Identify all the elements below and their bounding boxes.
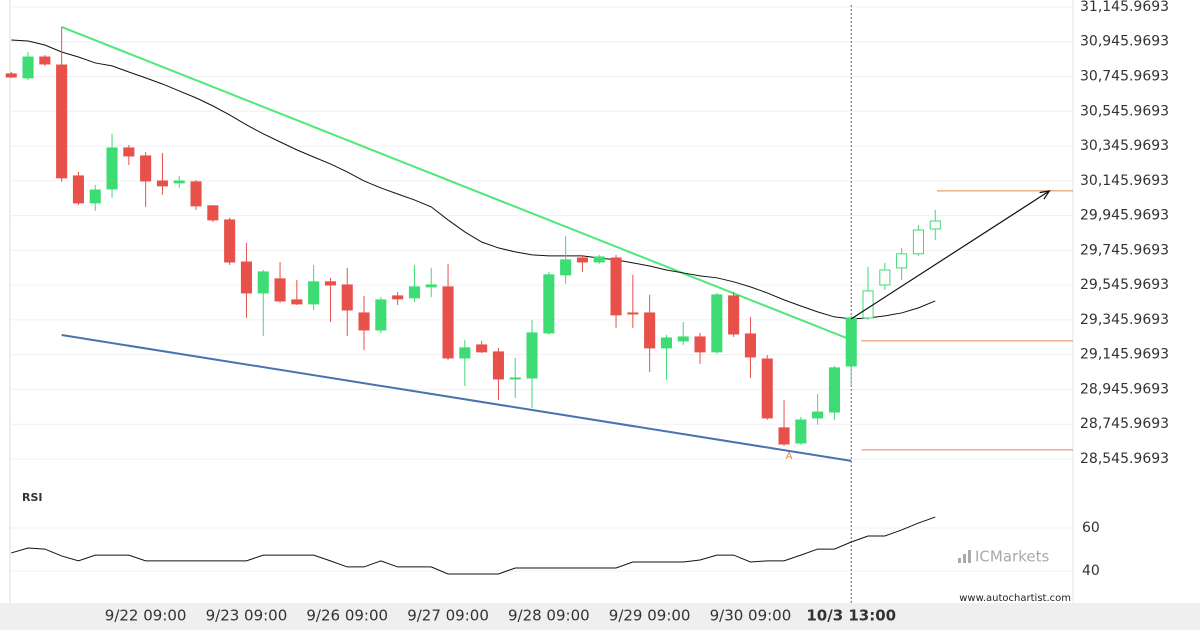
candle-body (291, 299, 303, 305)
x-tick-label: 9/26 09:00 (306, 607, 388, 625)
candle-body (543, 274, 555, 334)
candle-body (106, 147, 118, 190)
y-tick-label: 29,545.9693 (1080, 277, 1169, 293)
candle-body (778, 427, 790, 445)
candle-body (425, 284, 437, 288)
trend-line (61, 334, 852, 462)
y-tick-label: 30,345.9693 (1080, 138, 1169, 154)
candle-body (862, 290, 874, 319)
candle-body (408, 286, 420, 299)
candle-body (912, 229, 924, 255)
candle-body (56, 64, 68, 179)
brand-logo (958, 550, 971, 563)
rsi-tick-label: 40 (1082, 563, 1100, 579)
candle-body (828, 367, 840, 413)
candle-body (324, 281, 336, 286)
x-tick-label: 9/22 09:00 (105, 607, 187, 625)
candle-body (173, 180, 185, 184)
arrow-head (1039, 190, 1051, 200)
y-tick-label: 30,945.9693 (1080, 34, 1169, 50)
candle-body (660, 337, 672, 349)
candle-body (22, 56, 34, 79)
candle-body (274, 278, 286, 302)
x-axis-band (0, 603, 1200, 630)
y-tick-label: 30,545.9693 (1080, 103, 1169, 119)
candle-body (156, 180, 168, 187)
y-tick-label: 28,945.9693 (1080, 381, 1169, 397)
candle-body (593, 256, 605, 263)
candle-body (509, 377, 521, 380)
candle-body (610, 257, 622, 316)
x-tick-label: 9/29 09:00 (609, 607, 691, 625)
candle-body (929, 220, 941, 230)
candle-body (526, 332, 538, 379)
y-tick-label: 30,145.9693 (1080, 173, 1169, 189)
rsi-tick-label: 60 (1082, 520, 1100, 536)
candle-body (879, 269, 891, 286)
candle-body (711, 294, 723, 353)
candle-body (341, 284, 353, 311)
y-tick-label: 29,745.9693 (1080, 242, 1169, 258)
candle-body (576, 257, 588, 263)
y-tick-label: 29,945.9693 (1080, 208, 1169, 224)
candle-body (812, 411, 824, 419)
pattern-marker: A (786, 451, 793, 462)
candle-body (459, 347, 471, 359)
candle-body (375, 299, 387, 331)
rsi-line (11, 516, 936, 575)
y-tick-label: 29,145.9693 (1080, 347, 1169, 363)
candle-body (89, 189, 101, 204)
y-tick-label: 30,745.9693 (1080, 68, 1169, 84)
candle-body (123, 147, 135, 157)
candle-body (39, 56, 51, 65)
candle-body (627, 312, 639, 315)
candle-body (358, 312, 370, 331)
candle-body (207, 205, 219, 221)
trend-line (61, 26, 852, 341)
y-tick-label: 29,345.9693 (1080, 312, 1169, 328)
candle-body (308, 281, 320, 305)
candle-body (560, 259, 572, 276)
y-tick-label: 28,545.9693 (1080, 451, 1169, 467)
candle-body (72, 175, 84, 204)
candle-body (761, 358, 773, 419)
rsi-label: RSI (22, 491, 43, 504)
candle-body (224, 219, 236, 263)
candle-body (5, 73, 17, 78)
x-tick-label: 9/27 09:00 (407, 607, 489, 625)
candle-body (257, 271, 269, 294)
candle-body (896, 253, 908, 269)
candle-body (492, 351, 504, 380)
candle-body (476, 344, 488, 353)
candle-body (140, 155, 152, 182)
x-tick-label: 10/3 13:00 (806, 607, 896, 625)
candle-body (392, 295, 404, 300)
x-tick-label: 9/23 09:00 (206, 607, 288, 625)
candle-body (240, 261, 252, 294)
candle-body (795, 419, 807, 444)
x-tick-label: 9/28 09:00 (508, 607, 590, 625)
forecast-arrow (850, 190, 1050, 320)
x-tick-label: 9/30 09:00 (710, 607, 792, 625)
candle-body (694, 336, 706, 353)
moving-average (11, 39, 936, 320)
y-tick-label: 28,745.9693 (1080, 416, 1169, 432)
brand: ICMarkets (975, 548, 1049, 566)
y-tick-label: 31,145.9693 (1080, 0, 1169, 15)
candle-body (190, 181, 202, 207)
candle-body (845, 317, 857, 367)
website: www.autochartist.com (959, 593, 1071, 604)
candle-body (644, 312, 656, 349)
candle-body (728, 295, 740, 335)
candle-body (442, 286, 454, 359)
candle-body (677, 336, 689, 342)
candle-body (744, 333, 756, 358)
